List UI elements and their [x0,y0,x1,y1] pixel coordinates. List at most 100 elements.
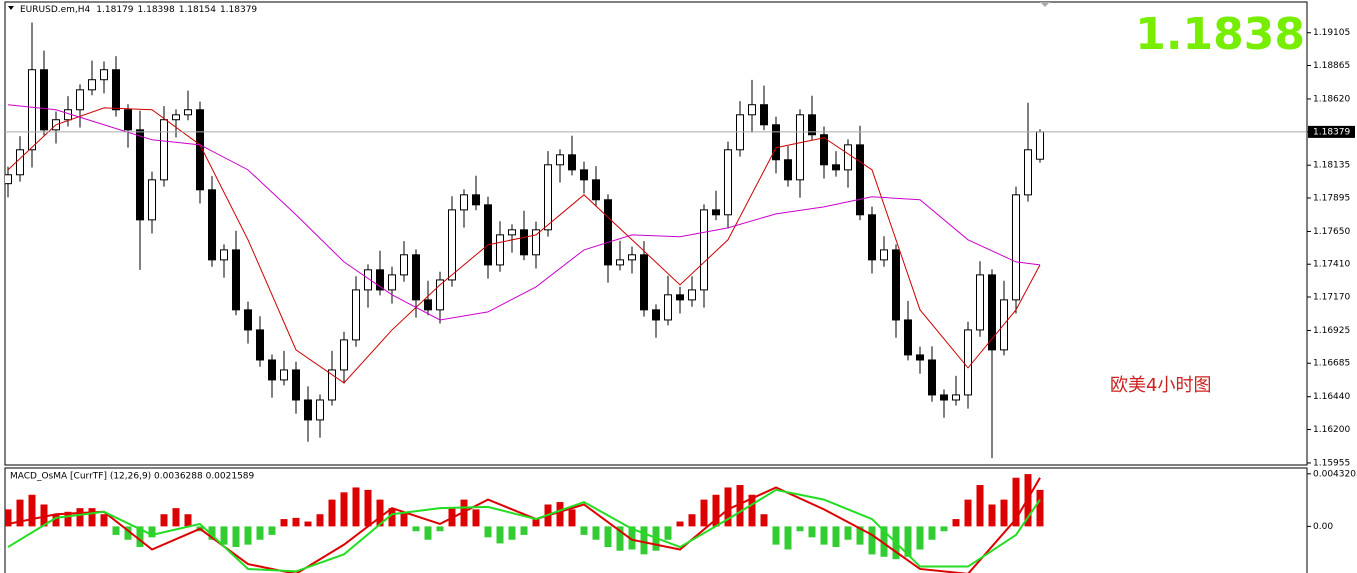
histogram-bar [868,526,876,555]
histogram-bar [304,521,312,527]
histogram-bar [292,517,300,527]
annotation: 欧美4小时图 [1110,375,1211,396]
menu-triangle[interactable] [8,6,14,10]
candle-body [376,269,384,291]
histogram-bar [508,526,516,540]
histogram-bar [340,492,348,527]
candle-body [664,294,672,321]
y-tick-label: 1.16685 [1313,359,1350,369]
candle-body [220,249,228,261]
candle-body [604,199,612,266]
y-tick-label: 0.0043205 [1313,469,1357,479]
histogram-bar [616,526,624,551]
histogram-bar [472,509,480,527]
histogram-bar [220,526,228,545]
histogram-bar [136,526,144,548]
candle-body [268,359,276,381]
histogram-bar [880,526,888,557]
histogram-bar [40,504,48,527]
candle-body [424,299,432,311]
candle-body [292,369,300,401]
y-tick-label: 1.18865 [1313,61,1350,71]
candle-body [304,399,312,421]
candle-body [364,269,372,291]
histogram-bar [1036,489,1044,527]
candle-body [484,204,492,266]
candle-body [976,274,984,331]
histogram-bar [592,526,600,540]
candle-body [448,209,456,281]
candle-body [856,144,864,216]
histogram-bar [76,508,84,527]
macd-panel [4,467,1308,573]
y-tick-label: 1.16925 [1313,326,1350,336]
candle-body [916,354,924,361]
candle-body [904,319,912,356]
candle-body [952,394,960,401]
candle-body [232,249,240,311]
histogram-bar [808,526,816,538]
candle-body [256,329,264,361]
high-value: 1.18398 [138,5,175,15]
macd-line [7,488,1041,573]
candle-body [928,359,936,396]
histogram-bar [244,526,252,545]
histogram-bar [532,519,540,527]
candle-body [40,69,48,131]
candle-body [640,254,648,311]
histogram-bar [760,514,768,527]
histogram-bar [460,499,468,527]
histogram-bar [16,499,24,527]
histogram-bar [424,526,432,540]
candle-body [784,159,792,181]
candle-body [124,109,132,131]
histogram-bar [952,519,960,527]
histogram-bar [784,526,792,550]
histogram-bar [664,526,672,540]
candle-body [868,214,876,261]
candle-body [208,189,216,261]
y-tick-label: 1.17410 [1313,260,1350,270]
histogram-bar [748,494,756,527]
candle-body [196,109,204,191]
candle-body [628,254,636,261]
histogram-bar [232,526,240,548]
candle-body [880,249,888,261]
candle-body [940,394,948,401]
histogram-bar [5,509,12,527]
histogram-bar [832,526,840,548]
candle-body [100,69,108,81]
candle-body [580,169,588,181]
current-price-box [1308,125,1355,138]
candle-body [340,339,348,371]
candle-body [76,89,84,111]
candle-body [328,369,336,401]
candle-body [496,234,504,266]
candle-body [820,134,828,166]
price-display: 1.1838 [1135,9,1305,60]
histogram-bar [496,526,504,544]
candle-body [1036,131,1044,160]
candle-body [748,104,756,116]
histogram-bar [52,514,60,527]
candle-body [160,119,168,181]
candle-body [1024,149,1032,196]
candle-body [556,154,564,166]
histogram-bar [100,514,108,527]
histogram-bar [940,526,948,532]
candle-body [388,274,396,291]
histogram-bar [916,526,924,550]
histogram-bar [124,526,132,540]
histogram-bar [172,508,180,527]
histogram-bar [352,487,360,527]
candle-body [532,229,540,256]
histogram-bar [904,526,912,557]
histogram-bar [88,508,96,527]
y-tick-label: 1.18620 [1313,94,1350,104]
histogram-bar [148,526,156,538]
candle-body [724,149,732,216]
histogram-bar [376,499,384,527]
histogram-bar [64,511,72,527]
histogram-bar [160,514,168,527]
y-tick-label: 1.15955 [1313,458,1350,468]
